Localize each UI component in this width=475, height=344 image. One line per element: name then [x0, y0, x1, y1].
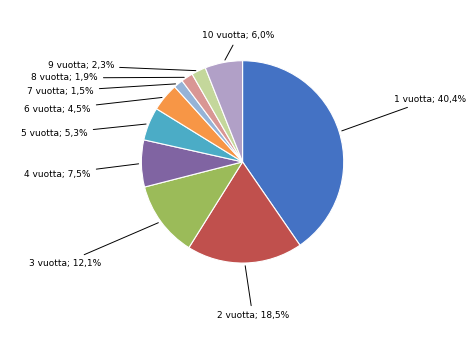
Wedge shape — [175, 81, 243, 162]
Text: 5 vuotta; 5,3%: 5 vuotta; 5,3% — [21, 124, 146, 138]
Wedge shape — [144, 162, 243, 248]
Wedge shape — [189, 162, 300, 263]
Text: 9 vuotta; 2,3%: 9 vuotta; 2,3% — [48, 61, 196, 71]
Text: 8 vuotta; 1,9%: 8 vuotta; 1,9% — [31, 73, 184, 83]
Wedge shape — [142, 140, 243, 187]
Text: 4 vuotta; 7,5%: 4 vuotta; 7,5% — [24, 164, 139, 179]
Wedge shape — [182, 74, 243, 162]
Text: 6 vuotta; 4,5%: 6 vuotta; 4,5% — [24, 97, 162, 114]
Wedge shape — [192, 68, 243, 162]
Text: 7 vuotta; 1,5%: 7 vuotta; 1,5% — [27, 84, 176, 96]
Text: 3 vuotta; 12,1%: 3 vuotta; 12,1% — [28, 223, 158, 268]
Text: 1 vuotta; 40,4%: 1 vuotta; 40,4% — [342, 95, 466, 131]
Wedge shape — [243, 61, 344, 245]
Wedge shape — [144, 109, 243, 162]
Wedge shape — [156, 87, 243, 162]
Text: 10 vuotta; 6,0%: 10 vuotta; 6,0% — [202, 31, 275, 60]
Text: 2 vuotta; 18,5%: 2 vuotta; 18,5% — [217, 266, 289, 320]
Wedge shape — [205, 61, 243, 162]
